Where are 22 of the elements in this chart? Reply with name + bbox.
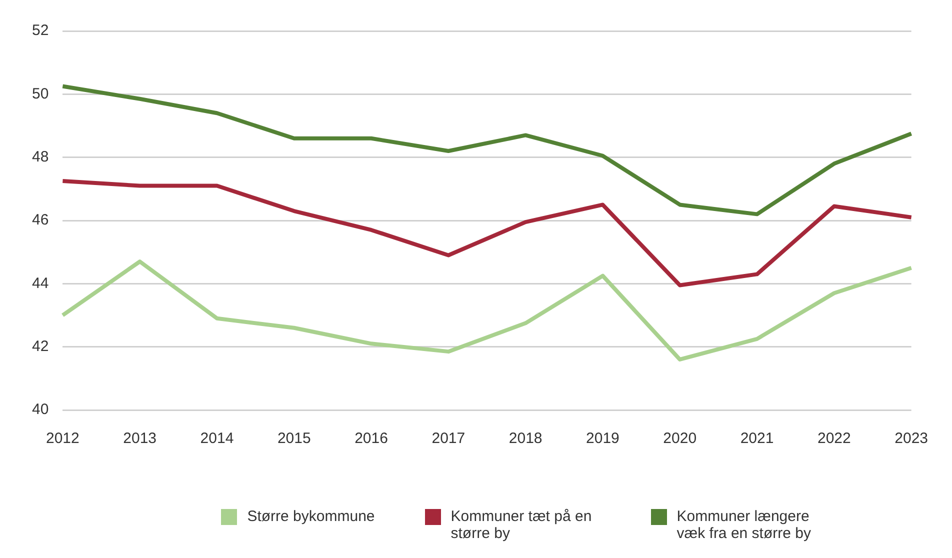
x-tick-label: 2015 [277,430,311,448]
legend-label: Større bykommune [247,508,375,525]
x-tick-label: 2021 [740,430,774,448]
legend-label: Kommuner tæt på en større by [450,508,593,542]
x-tick-label: 2012 [46,430,80,448]
y-tick-label: 44 [32,274,49,292]
x-tick-label: 2016 [354,430,388,448]
x-tick-label: 2020 [663,430,697,448]
y-tick-label: 52 [32,22,49,40]
x-tick-label: 2019 [586,430,620,448]
y-tick-label: 46 [32,212,49,229]
x-tick-label: 2018 [508,430,542,448]
y-tick-label: 50 [32,85,49,102]
x-tick-label: 2022 [817,430,851,448]
x-tick-label: 2023 [894,430,928,448]
y-tick-label: 42 [32,338,49,355]
legend-label: Kommuner længere væk fra en større by [676,508,812,542]
x-tick-label: 2013 [123,430,157,448]
y-tick-label: 40 [32,401,49,418]
y-tick-label: 48 [32,148,49,166]
x-tick-label: 2017 [432,430,466,448]
x-tick-label: 2014 [200,430,234,448]
